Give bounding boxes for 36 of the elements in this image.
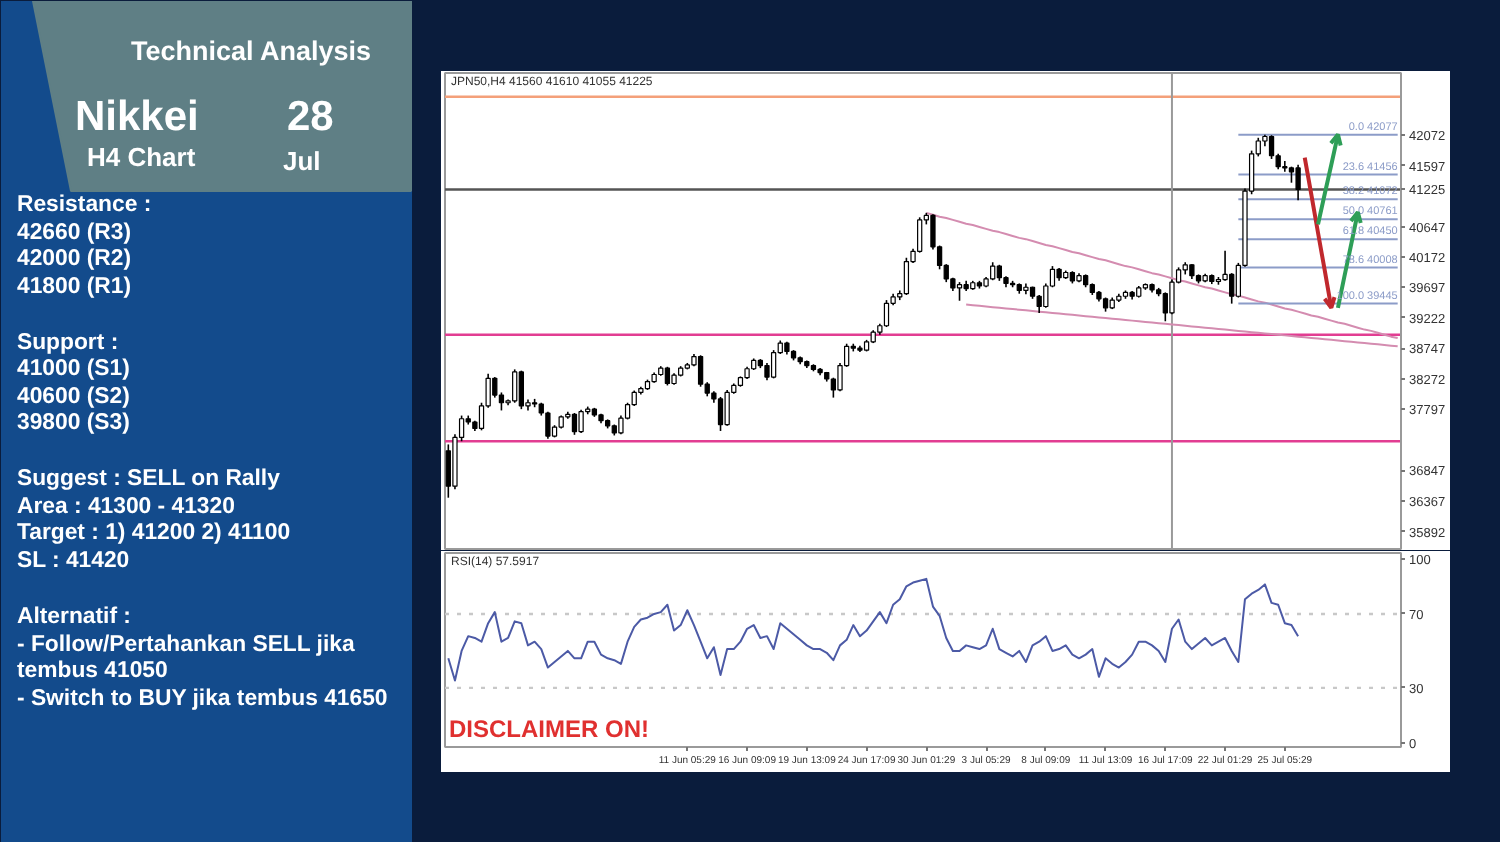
candlestick [770, 349, 777, 380]
text: 42000 (R2) [17, 247, 132, 271]
text: - Follow/Pertahankan SELL jika [17, 633, 356, 657]
candlestick [545, 410, 551, 440]
text: 40600 (S2) [17, 385, 131, 409]
candlestick [717, 396, 724, 432]
text: SL : 41420 [17, 549, 130, 573]
candlestick [883, 299, 890, 328]
text: Resistance : [17, 193, 152, 217]
text: Target : 1) 41200 2) 41100 [17, 521, 291, 545]
candlestick [492, 376, 498, 399]
candlestick [724, 389, 730, 427]
text: Area : 41300 - 41320 [17, 495, 235, 519]
text: H4 Chart [87, 142, 197, 172]
candlestick [445, 443, 451, 499]
candlestick [578, 408, 584, 434]
text: 41800 (R1) [17, 275, 132, 299]
text: 28 [287, 94, 335, 140]
annotation: DISCLAIMER ON! [449, 715, 649, 743]
text: Support : [17, 331, 119, 355]
text: Technical Analysis [131, 36, 372, 66]
text: Jul [283, 146, 321, 176]
text: Alternatif : [17, 605, 131, 629]
text: 41000 (S1) [17, 357, 131, 381]
text: Suggest : SELL on Rally [17, 467, 282, 491]
text: 39800 (S3) [17, 411, 131, 435]
candlestick [697, 354, 704, 388]
text: tembus 41050 [17, 659, 168, 683]
line-series [447, 577, 1300, 682]
text: 42660 (R3) [17, 221, 132, 245]
line-series [965, 303, 1399, 348]
candlestick [518, 369, 525, 410]
text: Nikkei [75, 94, 199, 140]
candlestick [512, 368, 518, 404]
text: - Switch to BUY jika tembus 41650 [17, 687, 388, 711]
candlestick [571, 412, 578, 436]
